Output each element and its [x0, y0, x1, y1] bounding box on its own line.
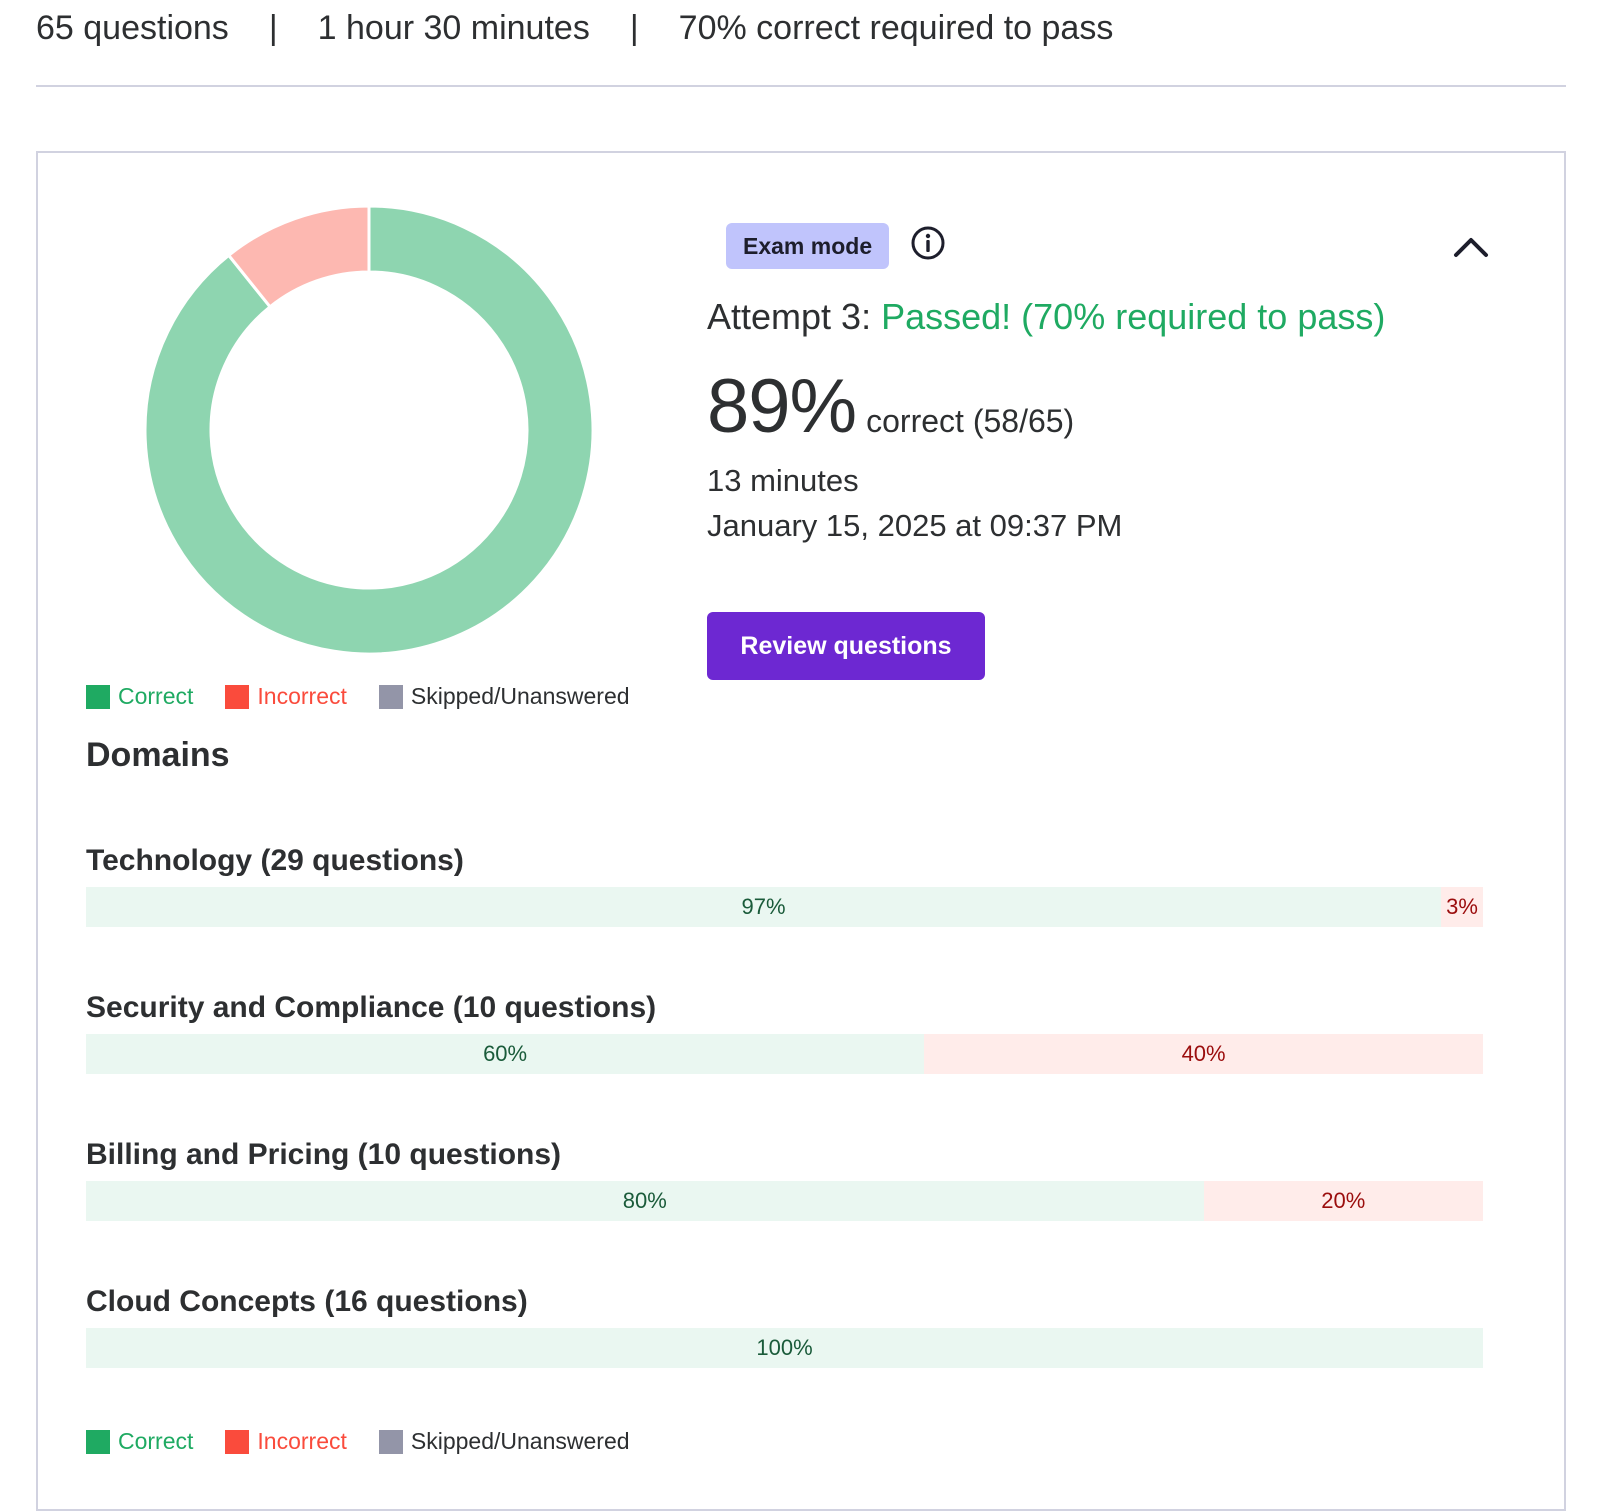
attempt-result-card: Correct Incorrect Skipped/Unanswered Exa…: [36, 151, 1566, 1511]
legend-label-skipped: Skipped/Unanswered: [410, 1428, 630, 1454]
summary-separator: |: [629, 8, 639, 47]
passed-status: Passed! (70% required to pass): [881, 296, 1386, 337]
domain-title: Technology (29 questions): [86, 844, 464, 877]
legend-swatch-incorrect: [225, 684, 250, 709]
info-circle-icon[interactable]: [909, 224, 947, 262]
legend-item-correct: Correct: [86, 1428, 193, 1455]
exam-mode-badge: Exam mode: [726, 223, 890, 269]
domain-technology: Technology (29 questions) 97% 3%: [86, 841, 1483, 927]
exam-duration: 1 hour 30 minutes: [317, 8, 590, 47]
chart-legend: Correct Incorrect Skipped/Unanswered: [86, 683, 662, 710]
legend-swatch-incorrect: [225, 1429, 250, 1454]
legend-label-incorrect: Incorrect: [257, 683, 347, 709]
bar-segment-correct: 97%: [86, 887, 1442, 927]
domain-security-and-compliance: Security and Compliance (10 questions) 6…: [86, 988, 1483, 1074]
domain-progress-bar: 97% 3%: [86, 887, 1483, 927]
bar-segment-incorrect: 3%: [1441, 887, 1483, 927]
domain-legend: Correct Incorrect Skipped/Unanswered: [86, 1428, 662, 1455]
donut-slice-incorrect: [226, 204, 371, 309]
bar-segment-correct: 100%: [86, 1328, 1483, 1368]
legend-swatch-correct: [86, 1429, 110, 1454]
legend-item-correct: Correct: [86, 683, 193, 710]
domain-cloud-concepts: Cloud Concepts (16 questions) 100%: [86, 1282, 1483, 1368]
legend-label-incorrect: Incorrect: [257, 1428, 347, 1454]
legend-item-incorrect: Incorrect: [225, 1428, 347, 1455]
legend-item-skipped: Skipped/Unanswered: [378, 1428, 630, 1455]
legend-item-incorrect: Incorrect: [225, 683, 347, 710]
domain-title: Security and Compliance (10 questions): [86, 991, 657, 1024]
legend-item-skipped: Skipped/Unanswered: [378, 683, 630, 710]
domain-progress-bar: 60% 40%: [86, 1034, 1483, 1074]
score-detail: correct (58/65): [866, 403, 1075, 439]
legend-label-skipped: Skipped/Unanswered: [410, 683, 630, 709]
legend-swatch-skipped: [378, 684, 403, 709]
chevron-up-icon[interactable]: [1451, 231, 1491, 261]
bar-segment-incorrect: 40%: [924, 1034, 1483, 1074]
score-donut-chart: [139, 200, 599, 660]
review-questions-button[interactable]: Review questions: [707, 612, 985, 680]
score-summary: 89% correct (58/65): [707, 363, 1074, 450]
attempt-status: Attempt 3: Passed! (70% required to pass…: [707, 296, 1385, 338]
legend-swatch-skipped: [378, 1429, 403, 1454]
attempt-label: Attempt 3:: [707, 296, 872, 337]
summary-separator: |: [268, 8, 278, 47]
bar-segment-incorrect: 20%: [1203, 1181, 1483, 1221]
donut-slice-correct: [143, 204, 595, 656]
completion-datetime: January 15, 2025 at 09:37 PM: [707, 508, 1123, 543]
pass-requirement: 70% correct required to pass: [678, 8, 1114, 47]
domain-title: Billing and Pricing (10 questions): [86, 1138, 562, 1171]
domain-progress-bar: 100%: [86, 1328, 1483, 1368]
question-count: 65 questions: [36, 8, 229, 47]
domain-billing-and-pricing: Billing and Pricing (10 questions) 80% 20…: [86, 1135, 1483, 1221]
exam-summary-bar: 65 questions | 1 hour 30 minutes | 70% c…: [36, 6, 1113, 50]
donut-svg: [143, 204, 595, 656]
legend-swatch-correct: [86, 684, 110, 709]
bar-segment-correct: 60%: [86, 1034, 925, 1074]
domains-heading: Domains: [86, 736, 230, 774]
domain-progress-bar: 80% 20%: [86, 1181, 1483, 1221]
score-percent: 89%: [707, 364, 857, 449]
domain-title: Cloud Concepts (16 questions): [86, 1285, 528, 1318]
bar-segment-correct: 80%: [86, 1181, 1204, 1221]
time-taken: 13 minutes: [707, 463, 859, 498]
legend-label-correct: Correct: [118, 683, 194, 709]
summary-divider: [36, 85, 1566, 87]
legend-label-correct: Correct: [118, 1428, 194, 1454]
